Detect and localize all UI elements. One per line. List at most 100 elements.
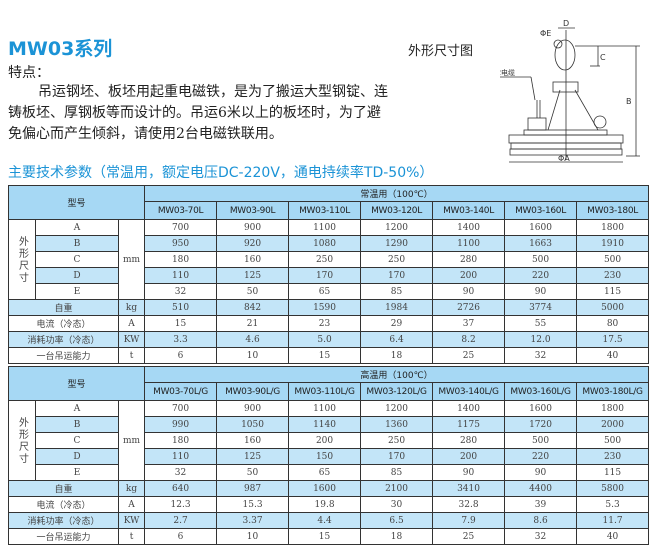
table-cell: 5.0 [288,331,362,348]
spec-table-high-temp: 型号 高温用（100℃） MW03-70L/G MW03-90L/G MW03-110L… [7,366,650,545]
table-cell: 65 [288,464,362,481]
model-header: 型号 [7,366,146,401]
table-cell: 160 [216,432,290,449]
model-name: MW03-110L [288,201,362,220]
table-cell: 15 [288,528,362,545]
dimension-diagram: ΦE D C B 橡套电缆 ΦA [500,19,640,163]
table-row: D 110 125 170 170 200 220 230 [9,267,650,284]
unit-cell: mm [117,400,146,481]
table-cell: 170 [360,267,434,284]
model-name: MW03-120L/G [360,382,434,401]
dimension-key: E [35,464,119,481]
table-row: C 180 160 250 250 280 500 500 [9,251,650,268]
table-cell: 7.9 [432,512,506,529]
d-label: D [563,19,569,28]
table-cell: 1720 [504,416,578,433]
table-cell: 6 [144,528,218,545]
table-cell: 40 [576,528,650,545]
table-cell: 842 [216,299,290,316]
table-cell: 1175 [432,416,506,433]
model-name: MW03-160L [504,201,578,220]
model-name: MW03-120L [360,201,434,220]
table-cell: 1290 [360,235,434,252]
table-cell: 920 [216,235,290,252]
table-cell: 170 [288,267,362,284]
row-label: 电流（冷态） [8,315,119,332]
table-cell: 500 [576,251,650,268]
table-cell: 280 [432,251,506,268]
table-cell: 125 [216,267,290,284]
table-cell: 950 [144,235,218,252]
table-cell: 1200 [360,400,434,417]
table-cell: 125 [216,448,290,465]
table-cell: 150 [288,448,362,465]
table-cell: 30 [360,496,434,513]
table-cell: 32 [144,283,218,300]
table-cell: 1100 [288,219,362,236]
table-cell: 10 [216,528,290,545]
dimension-label: 外形尺寸 [8,219,36,300]
table-cell: 17.5 [576,331,650,348]
table-cell: 32 [144,464,218,481]
dimension-key: B [35,416,119,433]
model-name: MW03-140L/G [432,382,506,401]
row-label: 电流（冷态） [8,496,119,513]
header-row: 型号 常温用（100℃） [7,185,650,220]
row-label: 一台吊运能力 [8,528,119,545]
table-cell: 250 [360,251,434,268]
phi-e-label: ΦE [540,29,551,38]
unit-cell: t [117,528,146,545]
unit-cell: A [117,496,146,513]
table-cell: 230 [576,448,650,465]
table-cell: 15.3 [216,496,290,513]
dimension-key: D [35,267,119,284]
unit-cell: A [117,315,146,332]
table-cell: 18 [360,528,434,545]
table-cell: 280 [432,432,506,449]
unit-cell: KW [117,331,146,348]
phi-a-label: ΦA [558,154,570,163]
table-row: 消耗功率（冷态） KW 3.3 4.6 5.0 6.4 8.2 12.0 17.5 [8,331,650,348]
table-cell: 160 [216,251,290,268]
table-cell: 32 [504,528,578,545]
cable-label: 橡套电缆 [500,68,515,77]
unit-cell: KW [117,512,146,529]
table-cell: 1050 [216,416,290,433]
table-cell: 2100 [360,480,434,497]
table-cell: 115 [576,283,650,300]
table-cell: 1600 [288,480,362,497]
header-row: 型号 高温用（100℃） [7,366,650,401]
features-label: 特点： [8,65,50,81]
table-cell: 200 [432,448,506,465]
table-cell: 85 [360,283,434,300]
table-cell: 640 [144,480,218,497]
table-row: 自重 kg 640 987 1600 2100 3410 4400 5800 [8,480,650,497]
table-cell: 10 [216,347,290,364]
table-row: D 110 125 150 170 200 220 230 [9,448,650,465]
table-cell: 3774 [504,299,578,316]
table-cell: 2.7 [144,512,218,529]
table-cell: 700 [144,219,218,236]
model-name: MW03-140L [432,201,506,220]
table-cell: 39 [504,496,578,513]
group-header: 常温用（100℃） [144,185,650,202]
table-cell: 90 [432,283,506,300]
model-name: MW03-180L/G [576,382,650,401]
table-row: 消耗功率（冷态） KW 2.7 3.37 4.4 6.5 7.9 8.6 11.7 [8,512,650,529]
table-cell: 900 [216,400,290,417]
table-cell: 32.8 [432,496,506,513]
table-cell: 3410 [432,480,506,497]
unit-cell: t [117,347,146,364]
model-header: 型号 [7,185,146,220]
table-cell: 1360 [360,416,434,433]
c-label: C [600,53,606,62]
table-cell: 987 [216,480,290,497]
row-label: 一台吊运能力 [8,347,119,364]
table-cell: 4.4 [288,512,362,529]
table-row: B 990 1050 1140 1360 1175 1720 2000 [9,416,650,433]
table-cell: 500 [504,432,578,449]
table-cell: 6.5 [360,512,434,529]
model-name: MW03-70L [144,201,218,220]
table-row: B 950 920 1080 1290 1100 1663 1910 [9,235,650,252]
